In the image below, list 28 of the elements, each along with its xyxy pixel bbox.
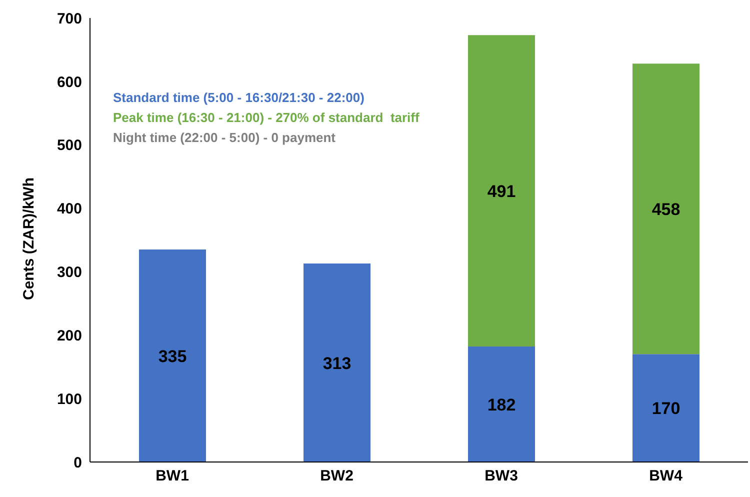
bar xyxy=(632,64,700,354)
x-tick-label: BW4 xyxy=(649,468,684,485)
x-tick-label: BW3 xyxy=(484,468,518,485)
bar xyxy=(632,354,700,462)
y-tick-label: 300 xyxy=(56,264,82,282)
data-label: 491 xyxy=(487,182,516,201)
y-tick-label: 500 xyxy=(56,137,82,154)
y-tick-label: 100 xyxy=(56,390,82,408)
text: Peak time (16:30 - 21:00) - 270% of standard tariff xyxy=(113,109,420,127)
text: Standard time (5:00 - 16:30/21:30 - 22:00) xyxy=(113,89,366,107)
data-label: 313 xyxy=(322,354,352,373)
x-tick-label: BW1 xyxy=(156,468,189,485)
bar xyxy=(468,346,535,462)
y-tick-label: 200 xyxy=(56,327,82,344)
data-label: 458 xyxy=(652,200,680,219)
bar xyxy=(304,263,370,462)
y-tick-label: 600 xyxy=(56,74,82,91)
annotation: Night time (22:00 - 5:00) - 0 payment xyxy=(113,129,336,147)
y-tick-label: 400 xyxy=(56,200,82,218)
bar xyxy=(139,250,206,462)
y-tick-label: 0 xyxy=(74,454,82,472)
y-axis-title: Cents (ZAR)/kWh xyxy=(20,178,38,300)
data-label: 182 xyxy=(487,395,516,414)
data-label: 335 xyxy=(158,346,187,366)
x-tick-label: BW2 xyxy=(320,468,354,485)
y-tick-label: 700 xyxy=(56,10,82,28)
data-label: 170 xyxy=(652,399,680,418)
bar xyxy=(468,35,535,347)
